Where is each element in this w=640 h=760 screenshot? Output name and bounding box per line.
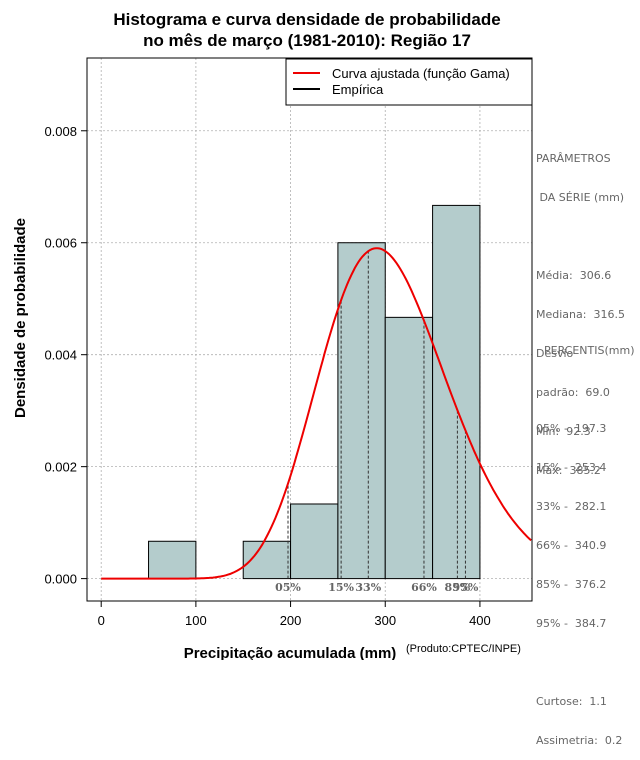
x-tick-label: 0 xyxy=(98,613,105,628)
y-tick-label: 0.006 xyxy=(44,236,77,251)
params-subtitle: DA SÉRIE (mm) xyxy=(536,191,625,204)
percentile-label: 33% xyxy=(355,581,381,594)
percentiles-title: PERCENTIS(mm) xyxy=(544,344,635,357)
x-tick-label: 100 xyxy=(185,613,207,628)
legend-empirical-label: Empírica xyxy=(332,82,384,97)
percentile-66: 66% - 340.9 xyxy=(536,539,607,552)
y-tick-label: 0.008 xyxy=(44,124,77,139)
chart-title: Histograma e curva densidade de probabil… xyxy=(113,10,500,29)
stddev-label: Desvio xyxy=(536,347,574,360)
percentile-label: 95% xyxy=(453,581,479,594)
median-value: Mediana: 316.5 xyxy=(536,308,625,321)
max-value: Máx: 385.2 xyxy=(536,464,601,477)
histogram-bar xyxy=(337,242,386,580)
histogram-bar xyxy=(148,540,197,580)
x-tick-label: 300 xyxy=(374,613,396,628)
percentile-15: 15% - 253.4 xyxy=(536,461,607,474)
gamma-curve-line xyxy=(101,247,532,580)
y-tick-label: 0.000 xyxy=(44,572,77,587)
series-parameters-panel: PARÂMETROS DA SÉRIE (mm) Média: 306.6 Me… xyxy=(536,126,625,490)
min-value: Mín: 92.3 xyxy=(536,425,591,438)
legend-curve-label: Curva ajustada (função Gama) xyxy=(332,66,510,81)
percentiles-panel: PERCENTIS(mm) 05% - 197.3 15% - 253.4 33… xyxy=(536,318,635,760)
histogram-bar xyxy=(384,316,434,580)
legend: Curva ajustada (função Gama) Empírica xyxy=(285,58,533,106)
credit-label: (Produto:CPTEC/INPE) xyxy=(406,643,521,655)
plot-frame xyxy=(86,57,533,602)
histogram-chart: Histograma e curva densidade de probabil… xyxy=(12,10,533,660)
kurtosis-value: Curtose: 1.1 xyxy=(536,695,607,708)
percentile-label: 66% xyxy=(411,581,437,594)
params-title: PARÂMETROS xyxy=(536,152,611,165)
skewness-value: Assimetria: 0.2 xyxy=(536,734,623,747)
percentile-label: 15% xyxy=(328,581,354,594)
percentile-label: 85% xyxy=(445,581,471,594)
y-tick-label: 0.004 xyxy=(44,348,77,363)
percentile-95: 95% - 384.7 xyxy=(536,617,607,630)
x-axis-label: Precipitação acumulada (mm) xyxy=(184,645,397,660)
chart-subtitle: no mês de março (1981-2010): Região 17 xyxy=(143,31,471,50)
y-tick-label: 0.002 xyxy=(44,460,77,475)
histogram-bar xyxy=(290,503,339,580)
legend-box xyxy=(285,58,533,106)
stddev-value: padrão: 69.0 xyxy=(536,386,610,399)
histogram-bar xyxy=(432,204,481,580)
mean-value: Média: 306.6 xyxy=(536,269,612,282)
percentile-85: 85% - 376.2 xyxy=(536,578,607,591)
x-tick-label: 400 xyxy=(469,613,491,628)
percentile-05: 05% - 197.3 xyxy=(536,422,607,435)
x-tick-label: 200 xyxy=(280,613,302,628)
percentile-label: 05% xyxy=(275,581,301,594)
percentile-33: 33% - 282.1 xyxy=(536,500,607,513)
y-axis-label: Densidade de probabilidade xyxy=(12,218,29,418)
